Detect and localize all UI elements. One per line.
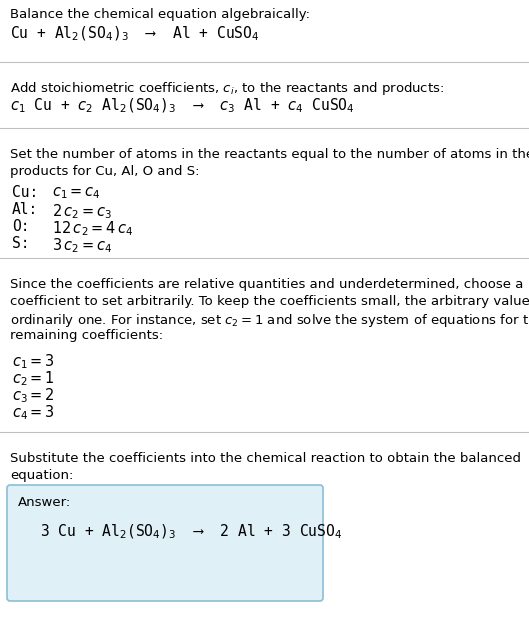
Text: ordinarily one. For instance, set $c_2 = 1$ and solve the system of equations fo: ordinarily one. For instance, set $c_2 =… xyxy=(10,312,529,329)
Text: Set the number of atoms in the reactants equal to the number of atoms in the: Set the number of atoms in the reactants… xyxy=(10,148,529,161)
Text: products for Cu, Al, O and S:: products for Cu, Al, O and S: xyxy=(10,165,199,178)
Text: Al:: Al: xyxy=(12,202,38,217)
Text: $2\,c_2 = c_3$: $2\,c_2 = c_3$ xyxy=(52,202,112,221)
Text: 3 Cu + Al$_2$(SO$_4$)$_3$  ⟶  2 Al + 3 CuSO$_4$: 3 Cu + Al$_2$(SO$_4$)$_3$ ⟶ 2 Al + 3 CuS… xyxy=(40,523,342,541)
FancyBboxPatch shape xyxy=(7,485,323,601)
Text: equation:: equation: xyxy=(10,469,74,482)
Text: Balance the chemical equation algebraically:: Balance the chemical equation algebraica… xyxy=(10,8,310,21)
Text: $12\,c_2 = 4\,c_4$: $12\,c_2 = 4\,c_4$ xyxy=(52,219,133,238)
Text: $c_4 = 3$: $c_4 = 3$ xyxy=(12,403,55,422)
Text: Cu + Al$_2$(SO$_4$)$_3$  ⟶  Al + CuSO$_4$: Cu + Al$_2$(SO$_4$)$_3$ ⟶ Al + CuSO$_4$ xyxy=(10,25,260,43)
Text: $c_1 = c_4$: $c_1 = c_4$ xyxy=(52,185,101,201)
Text: Cu:: Cu: xyxy=(12,185,38,200)
Text: $c_2 = 1$: $c_2 = 1$ xyxy=(12,369,55,387)
Text: O:: O: xyxy=(12,219,30,234)
Text: $c_1$ Cu + $c_2$ Al$_2$(SO$_4$)$_3$  ⟶  $c_3$ Al + $c_4$ CuSO$_4$: $c_1$ Cu + $c_2$ Al$_2$(SO$_4$)$_3$ ⟶ $c… xyxy=(10,97,355,115)
Text: Since the coefficients are relative quantities and underdetermined, choose a: Since the coefficients are relative quan… xyxy=(10,278,523,291)
Text: S:: S: xyxy=(12,236,30,251)
Text: coefficient to set arbitrarily. To keep the coefficients small, the arbitrary va: coefficient to set arbitrarily. To keep … xyxy=(10,295,529,308)
Text: $c_1 = 3$: $c_1 = 3$ xyxy=(12,352,55,371)
Text: remaining coefficients:: remaining coefficients: xyxy=(10,329,163,342)
Text: $c_3 = 2$: $c_3 = 2$ xyxy=(12,386,55,404)
Text: Answer:: Answer: xyxy=(18,496,71,509)
Text: $3\,c_2 = c_4$: $3\,c_2 = c_4$ xyxy=(52,236,113,255)
Text: Add stoichiometric coefficients, $c_i$, to the reactants and products:: Add stoichiometric coefficients, $c_i$, … xyxy=(10,80,444,97)
Text: Substitute the coefficients into the chemical reaction to obtain the balanced: Substitute the coefficients into the che… xyxy=(10,452,521,465)
